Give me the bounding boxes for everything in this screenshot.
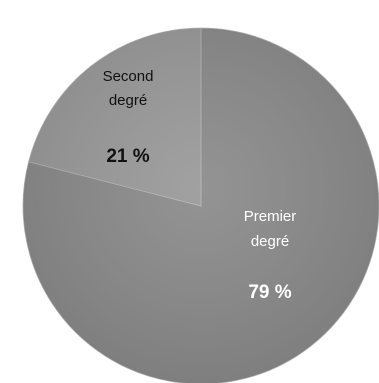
pie-slices xyxy=(22,27,379,383)
slice-label-premier: Premier degré 79 % xyxy=(244,208,297,303)
slice-name-second-line1: Second xyxy=(103,68,154,85)
slice-name-premier-line2: degré xyxy=(251,233,289,250)
slice-name-premier-line1: Premier xyxy=(244,208,297,225)
slice-label-second: Second degré 21 % xyxy=(103,68,154,167)
slice-name-second-line2: degré xyxy=(109,92,147,109)
slice-value-second: 21 % xyxy=(106,146,149,167)
slice-value-premier: 79 % xyxy=(248,282,291,303)
